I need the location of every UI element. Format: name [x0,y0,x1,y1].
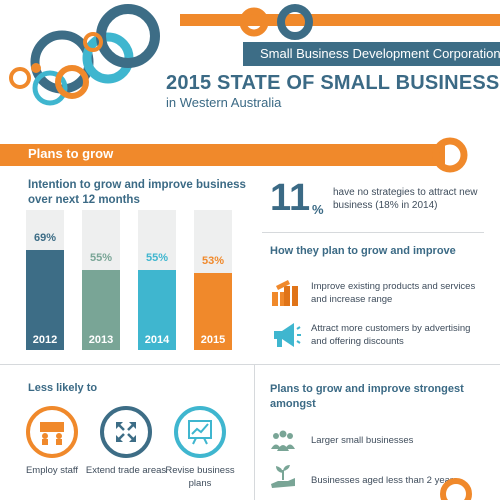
footer-circle-icon [440,478,472,500]
bar-year-label: 2014 [144,334,170,346]
bar-value-label: 53% [201,255,225,267]
section-circle-icon [432,137,468,173]
less-heading: Less likely to [28,382,98,394]
chart-board-icon [174,406,226,458]
how-item-text: Improve existing products and services a… [311,281,476,305]
group-people-icon [271,430,295,451]
how-item-text: Attract more customers by advertising an… [311,323,471,347]
sprout-hand-icon [271,465,295,488]
how-heading: How they plan to grow and improve [270,245,456,257]
bar-value-label: 55% [89,252,113,264]
bar-year-label: 2015 [200,334,226,346]
bar-year-label: 2012 [32,334,58,346]
section-title: Plans to grow [28,146,114,161]
bar-year-label: 2013 [88,334,114,346]
bar-value-label: 69% [33,232,57,244]
bar-2015 [194,273,232,350]
header: Small Business Development Corporation 2… [0,0,500,130]
strong-heading: Plans to grow and improve strongest amon… [270,383,464,410]
intention-bar-chart: 69% 2012 55% 2013 55% 2014 53% 2015 [24,210,254,356]
bar-2014 [138,270,176,350]
section-header: Plans to grow [0,137,500,173]
bar-slot: 55% 2014 [138,210,176,350]
stat-description: have no strategies to attract new busine… [333,187,478,211]
page-subtitle: in Western Australia [166,95,282,110]
strong-item-text: Businesses aged less than 2 years [311,475,458,486]
decorative-circles-graphic [9,4,500,106]
less-item-label: Employ staff [25,465,79,476]
intention-heading: Intention to grow and improve business o… [28,179,246,206]
bar-2013 [82,270,120,350]
organization-name: Small Business Development Corporation [260,46,500,61]
divider [262,232,484,233]
stat-unit: % [312,202,324,217]
staff-icon [26,406,78,458]
divider [254,364,255,500]
divider [0,364,500,365]
bar-value-label: 55% [145,252,169,264]
organization-band [243,42,500,66]
less-item-label: Extend trade areas [85,465,167,476]
gift-boxes-icon [272,280,298,306]
section-band [0,144,445,166]
less-item-label: Revise business plans [165,465,235,489]
bar-slot: 69% 2012 [26,210,64,350]
strong-item-text: Larger small businesses [311,435,414,446]
expand-arrows-icon [100,406,152,458]
stat-number: 11 [270,177,311,219]
megaphone-icon [274,323,301,347]
bar-slot: 55% 2013 [82,210,120,350]
page-title: 2015 STATE OF SMALL BUSINESS [166,72,500,94]
bar-slot: 53% 2015 [194,210,232,350]
bar-2012 [26,250,64,350]
